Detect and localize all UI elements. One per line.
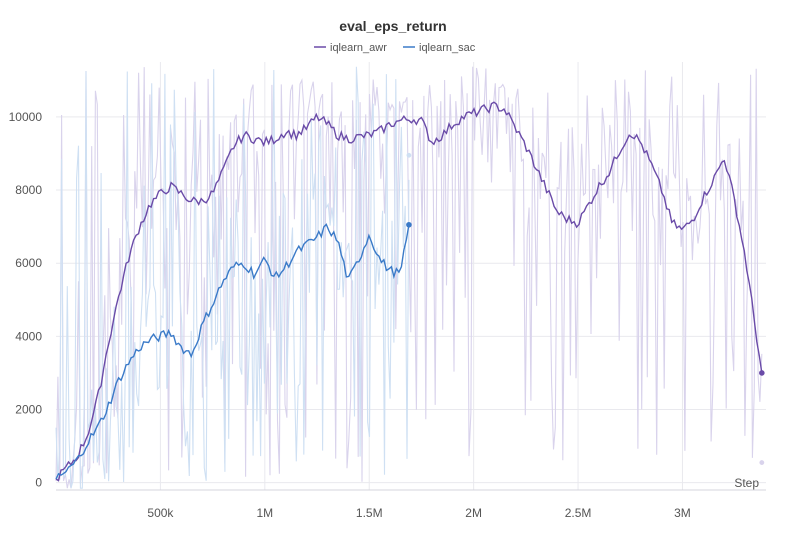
- legend: iqlearn_awr iqlearn_sac: [314, 42, 476, 54]
- y-axis-ticks: 0 2000 4000 6000 8000 10000: [9, 110, 43, 490]
- legend-label-iqlearn-sac: iqlearn_sac: [419, 42, 476, 54]
- y-tick-label: 6000: [15, 256, 42, 270]
- end-marker-iqlearn-awr: [759, 370, 765, 376]
- series-lines: [55, 101, 763, 482]
- raw-end-marker-iqlearn-awr: [759, 460, 765, 465]
- x-tick-label: 2.5M: [565, 506, 592, 520]
- y-tick-label: 8000: [15, 183, 42, 197]
- y-tick-label: 10000: [9, 110, 43, 124]
- end-marker-iqlearn-sac: [406, 221, 412, 228]
- raw-end-marker-iqlearn-sac: [406, 152, 412, 158]
- y-tick-label: 0: [35, 476, 42, 490]
- x-tick-label: 2M: [465, 506, 482, 520]
- x-tick-label: 3M: [674, 506, 691, 520]
- y-tick-label: 2000: [15, 403, 42, 417]
- raw-line-iqlearn-sac: [55, 66, 410, 489]
- legend-label-iqlearn-awr: iqlearn_awr: [330, 42, 387, 54]
- y-tick-label: 4000: [15, 329, 42, 343]
- x-tick-label: 1.5M: [356, 506, 383, 520]
- raw-lines: [55, 66, 763, 489]
- raw-line-iqlearn-awr: [55, 66, 763, 489]
- x-tick-label: 500k: [147, 506, 174, 520]
- x-tick-label: 1M: [256, 506, 273, 520]
- series-line-iqlearn-sac: [55, 223, 410, 480]
- series-line-iqlearn-awr: [55, 101, 763, 482]
- x-axis-label: Step: [734, 476, 759, 490]
- chart-title: eval_eps_return: [339, 18, 446, 34]
- end-markers: [406, 152, 765, 465]
- x-axis-ticks: 500k 1M 1.5M 2M 2.5M 3M: [147, 506, 690, 520]
